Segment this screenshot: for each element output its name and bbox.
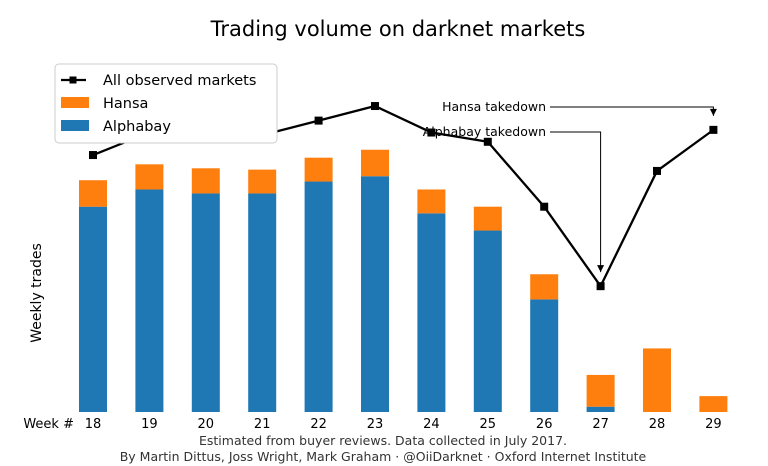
bar-alphabay-week-27: [586, 406, 615, 412]
annotation-arrow-line: [550, 131, 602, 273]
annotation-alphabay-takedown: Alphabay takedown: [423, 124, 546, 139]
line-point-week-25: [483, 137, 492, 146]
x-tick-label-22: 22: [310, 417, 327, 432]
line-point-week-26: [540, 202, 549, 211]
bar-alphabay-week-26: [530, 299, 559, 412]
x-tick-label-29: 29: [705, 417, 722, 432]
legend-label-alphabay: Alphabay: [103, 119, 171, 135]
x-tick-label-20: 20: [198, 417, 215, 432]
x-tick-label-21: 21: [254, 417, 271, 432]
bar-hansa-week-23: [361, 149, 389, 177]
y-axis-label: Weekly trades: [29, 243, 45, 343]
bar-hansa-week-28: [643, 348, 671, 412]
legend-swatch-hansa: [61, 97, 89, 108]
chart-title: Trading volume on darknet markets: [210, 17, 586, 41]
legend: All observed markets Hansa Alphabay: [54, 63, 278, 144]
line-point-week-23: [371, 102, 379, 111]
annotations-layer: Hansa takedown Alphabay takedown: [423, 99, 717, 273]
x-tick-label-23: 23: [367, 417, 384, 432]
x-tick-label-19: 19: [141, 417, 158, 432]
legend-box: [54, 63, 278, 144]
annotation-arrow-line: [550, 106, 714, 116]
bar-hansa-week-21: [248, 169, 277, 194]
bar-hansa-week-22: [304, 157, 333, 182]
x-tick-label-24: 24: [423, 417, 440, 432]
x-tick-label-26: 26: [536, 417, 553, 432]
x-tick-label-28: 28: [649, 417, 666, 432]
x-tick-label-27: 27: [592, 417, 609, 432]
bar-alphabay-week-19: [135, 189, 164, 412]
bar-alphabay-week-22: [304, 181, 333, 412]
annotation-arrowhead: [709, 108, 717, 116]
bar-hansa-week-29: [699, 396, 728, 412]
bar-hansa-week-18: [79, 180, 107, 207]
legend-label-all-markets: All observed markets: [103, 73, 256, 89]
line-point-week-27: [596, 282, 605, 291]
bar-hansa-week-20: [191, 168, 220, 194]
line-point-week-24: [427, 128, 436, 137]
bar-hansa-week-26: [530, 274, 559, 300]
line-point-week-22: [314, 116, 323, 125]
bar-hansa-week-19: [135, 164, 164, 190]
legend-line-marker: [69, 76, 77, 84]
annotation-hansa-takedown: Hansa takedown: [442, 99, 546, 114]
bar-hansa-week-24: [417, 189, 446, 214]
line-point-week-29: [709, 125, 718, 134]
bar-alphabay-week-25: [473, 230, 502, 412]
annotation-arrowhead: [597, 265, 605, 273]
bar-alphabay-week-24: [417, 213, 446, 412]
x-tick-label-18: 18: [85, 417, 102, 432]
bar-alphabay-week-20: [191, 193, 220, 412]
legend-swatch-alphabay: [61, 120, 89, 131]
x-tick-labels: 18 19 20 21 22 23 24 25 26 27 28 29: [85, 417, 722, 432]
caption-line-1: Estimated from buyer reviews. Data colle…: [199, 433, 567, 448]
bar-hansa-week-25: [473, 206, 502, 231]
bar-alphabay-week-21: [248, 193, 277, 412]
caption-line-2: By Martin Dittus, Joss Wright, Mark Grah…: [120, 449, 647, 464]
x-axis-prefix: Week #: [23, 417, 74, 432]
bars-layer: [79, 149, 728, 412]
line-point-week-18: [89, 151, 97, 160]
bar-alphabay-week-23: [361, 176, 389, 412]
legend-label-hansa: Hansa: [103, 96, 148, 112]
line-point-week-28: [653, 166, 661, 175]
bar-hansa-week-27: [586, 374, 615, 407]
bar-alphabay-week-18: [79, 206, 107, 412]
x-tick-label-25: 25: [480, 417, 497, 432]
